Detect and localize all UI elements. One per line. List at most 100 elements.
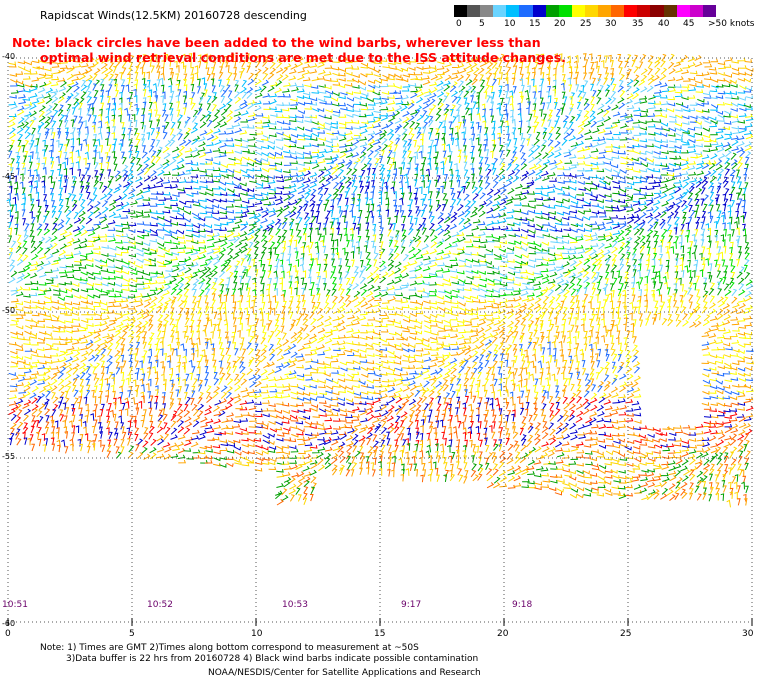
wind-barb (177, 271, 185, 278)
wind-barb (366, 272, 374, 279)
wind-barb (199, 114, 206, 122)
wind-barb (44, 223, 49, 231)
wind-barb (66, 263, 74, 268)
wind-barb (44, 316, 53, 321)
wind-barb (51, 283, 59, 288)
wind-barb (176, 229, 185, 235)
wind-barb (275, 174, 284, 179)
wind-barb (724, 157, 731, 165)
wind-barb (107, 169, 112, 177)
wind-barb (73, 92, 80, 99)
wind-barb (617, 199, 626, 204)
wind-barb (745, 305, 753, 310)
wind-barb (143, 242, 151, 247)
wind-barb (21, 162, 26, 171)
wind-barb (190, 272, 199, 279)
wind-barb (423, 274, 431, 279)
wind-barb (310, 188, 317, 196)
wind-barb (706, 235, 711, 243)
wind-barb (50, 81, 59, 87)
wind-barb (118, 143, 123, 151)
wind-barb (170, 256, 179, 261)
wind-barb (673, 227, 678, 235)
wind-barb (239, 130, 248, 135)
wind-barb (178, 145, 186, 153)
wind-barb (448, 168, 453, 177)
wind-barb (729, 91, 738, 95)
wind-barb (440, 167, 445, 176)
wind-barb (37, 324, 46, 328)
wind-barb (528, 205, 536, 209)
wind-barb (121, 246, 130, 251)
wind-barb (407, 204, 412, 213)
wind-barb (36, 163, 41, 171)
wind-barb (739, 150, 746, 158)
wind-barb (471, 270, 479, 275)
wind-barb (541, 248, 550, 253)
wind-barb (228, 157, 236, 161)
wind-barb (142, 184, 151, 190)
wind-barb (284, 176, 293, 181)
wind-barb (633, 188, 641, 192)
wind-barb (136, 326, 142, 334)
wind-barb (684, 234, 689, 243)
wind-barb (333, 322, 341, 328)
wind-barb (639, 99, 648, 104)
wind-barb (730, 152, 737, 160)
wind-barb (723, 64, 732, 68)
wind-barb (8, 251, 14, 260)
wind-barb (619, 74, 625, 82)
wind-barb (199, 191, 207, 196)
wind-barb (94, 337, 102, 344)
wind-barb (437, 102, 445, 110)
wind-barb (675, 67, 683, 73)
wind-barb (717, 264, 721, 272)
wind-barb (653, 101, 662, 105)
wind-barb (164, 205, 172, 210)
wind-barb (687, 127, 696, 131)
wind-barb (399, 174, 404, 183)
wind-barb (17, 105, 25, 112)
wind-barb (458, 80, 465, 88)
wind-barb (456, 62, 465, 69)
wind-barb (515, 183, 523, 190)
wind-barb (148, 258, 156, 262)
wind-barb (80, 238, 88, 244)
wind-barb (429, 281, 438, 286)
wind-barb (577, 248, 586, 254)
wind-barb (156, 274, 165, 278)
wind-barb (450, 316, 458, 321)
wind-barb (129, 298, 137, 304)
wind-barb (97, 126, 102, 135)
wind-barb (609, 300, 614, 309)
wind-barb (147, 95, 151, 104)
wind-barb (124, 107, 129, 116)
wind-barb (16, 242, 22, 250)
wind-barb (352, 320, 360, 326)
wind-barb (44, 128, 50, 136)
wind-barb (241, 59, 246, 68)
wind-barb (127, 236, 135, 241)
wind-barb (683, 290, 688, 298)
wind-barb (555, 325, 560, 334)
wind-barb (743, 258, 750, 267)
wind-barb (634, 236, 641, 243)
wind-barb (205, 317, 210, 325)
wind-barb (716, 313, 724, 321)
wind-barb (380, 305, 389, 309)
wind-barb (341, 247, 346, 256)
wind-barb (275, 146, 284, 151)
wind-barb (58, 179, 62, 188)
wind-barb (156, 285, 165, 290)
wind-barb (226, 242, 234, 249)
wind-barb (162, 162, 170, 170)
wind-barb (275, 301, 279, 309)
wind-barb (92, 234, 101, 238)
wind-barb (470, 90, 477, 98)
wind-barb (477, 67, 485, 75)
wind-barb (745, 113, 753, 118)
wind-barb (716, 308, 724, 316)
wind-barb (193, 216, 201, 221)
wind-barb (330, 239, 335, 248)
